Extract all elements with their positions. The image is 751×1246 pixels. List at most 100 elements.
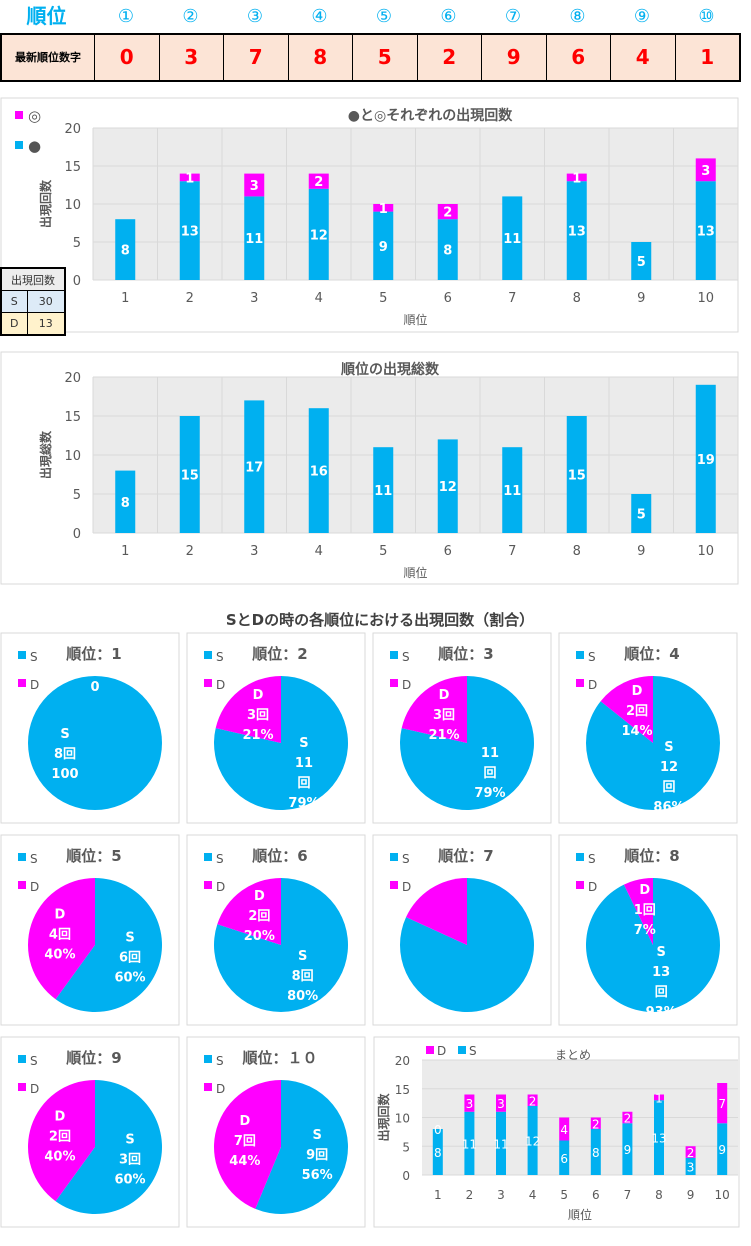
bar-総数 [244, 400, 265, 533]
pie-data-label: 回 [297, 776, 310, 791]
pie-data-label: D [55, 1110, 66, 1125]
digit-cell-1: 0 [94, 35, 159, 80]
bar-S [590, 1129, 601, 1175]
pie-data-label: 回 [662, 780, 675, 795]
bar-S [527, 1106, 538, 1175]
chart-title: ●と◎それぞれの出現回数 [348, 107, 513, 124]
pie-data-label: 21% [242, 728, 273, 743]
pie-data-label: 100 [51, 767, 78, 782]
pie-title: 順位：4 [623, 645, 679, 663]
bar-◎ [179, 173, 200, 182]
legend-label: ● [28, 137, 41, 155]
data-label: 16 [310, 465, 328, 480]
bar-D [717, 1083, 728, 1124]
legend-swatch [390, 679, 398, 687]
x-tick-label: 10 [697, 544, 714, 559]
pie-data-label: 44% [229, 1154, 260, 1169]
pie-slice-D [213, 1079, 281, 1209]
legend-swatch [204, 1083, 212, 1091]
x-tick-label: 3 [250, 544, 258, 559]
x-tick-label: 4 [315, 544, 323, 559]
data-label: 2 [592, 1117, 600, 1131]
legend-swatch [204, 1055, 212, 1063]
data-label: 9 [718, 1143, 726, 1157]
bar-D [464, 1094, 475, 1112]
bar-● [502, 196, 523, 280]
pie-data-label: 20% [244, 929, 275, 944]
legend-label: ◎ [28, 107, 41, 125]
legend-swatch [204, 679, 212, 687]
y-tick-label: 5 [73, 236, 81, 251]
data-label: 19 [697, 453, 715, 468]
digit-cell-4: 8 [287, 35, 353, 80]
legend-label: D [588, 880, 597, 894]
x-tick-label: 3 [250, 291, 258, 306]
bar-総数 [437, 439, 458, 533]
legend-swatch [18, 853, 26, 861]
data-label: 5 [637, 508, 646, 523]
bar-● [179, 181, 200, 280]
bar-● [244, 196, 265, 280]
data-label: 7 [718, 1097, 726, 1111]
pie-data-label: 4回 [49, 928, 71, 943]
pie-chart-rank-7: SD 順位：7 [372, 834, 552, 1026]
digit-cell-3: 7 [223, 35, 288, 80]
legend-swatch [18, 881, 26, 889]
pie-title: 順位：１０ [241, 1049, 317, 1067]
x-tick-label: 5 [379, 291, 387, 306]
legend-swatch [18, 1083, 26, 1091]
bar-総数 [695, 384, 716, 533]
bar-D [685, 1146, 696, 1158]
pie-data-label: 9回 [306, 1148, 328, 1163]
pie-data-label: 11 [481, 746, 499, 761]
pie-data-label: S [125, 1132, 134, 1147]
chart-title: 順位の出現総数 [341, 361, 440, 378]
data-label: 2 [687, 1146, 695, 1160]
bar-総数 [631, 494, 652, 533]
bar-S [464, 1111, 475, 1175]
bar-● [115, 219, 136, 280]
pie-data-label: 56% [302, 1168, 333, 1183]
bar-D [590, 1117, 601, 1129]
data-label: 9 [624, 1143, 632, 1157]
data-label: 15 [568, 469, 586, 484]
legend-label: S [588, 852, 596, 866]
data-label: 12 [439, 480, 457, 495]
pie-data-label: S [312, 1128, 321, 1143]
data-label: 11 [493, 1137, 508, 1151]
x-tick-label: 2 [186, 544, 194, 559]
x-tick-label: 6 [444, 291, 452, 306]
data-label: 6 [560, 1152, 568, 1166]
data-label: 8 [434, 1146, 442, 1160]
legend-swatch [576, 679, 584, 687]
legend-swatch [426, 1046, 434, 1054]
data-label: 2 [624, 1112, 632, 1126]
bar-◎ [244, 173, 265, 197]
x-tick-label: 5 [379, 544, 387, 559]
pie-data-label: D [239, 1114, 250, 1129]
bar-● [308, 188, 329, 280]
pie-slice-D [406, 877, 467, 945]
data-label: 8 [121, 496, 130, 511]
pie-title: 順位：9 [65, 1049, 121, 1067]
pie-data-label: 3回 [247, 708, 269, 723]
legend-swatch [390, 853, 398, 861]
bar-S [717, 1123, 728, 1175]
x-tick-label: 9 [637, 291, 645, 306]
pie-slice-D [27, 878, 96, 1000]
x-tick-label: 6 [592, 1188, 600, 1202]
data-label: 13 [181, 225, 199, 240]
data-label: 8 [592, 1146, 600, 1160]
legend-swatch [576, 853, 584, 861]
data-label: 11 [245, 232, 263, 247]
pie-slice-S [255, 1080, 348, 1214]
legend-swatch [18, 651, 26, 659]
x-tick-label: 8 [655, 1188, 663, 1202]
pie-data-label: 0 [90, 680, 99, 695]
legend-label: D [216, 880, 225, 894]
pie-data-label: 3回 [433, 708, 455, 723]
data-label: 13 [568, 225, 586, 240]
s-value: 30 [26, 290, 66, 313]
bar-総数 [308, 408, 329, 533]
